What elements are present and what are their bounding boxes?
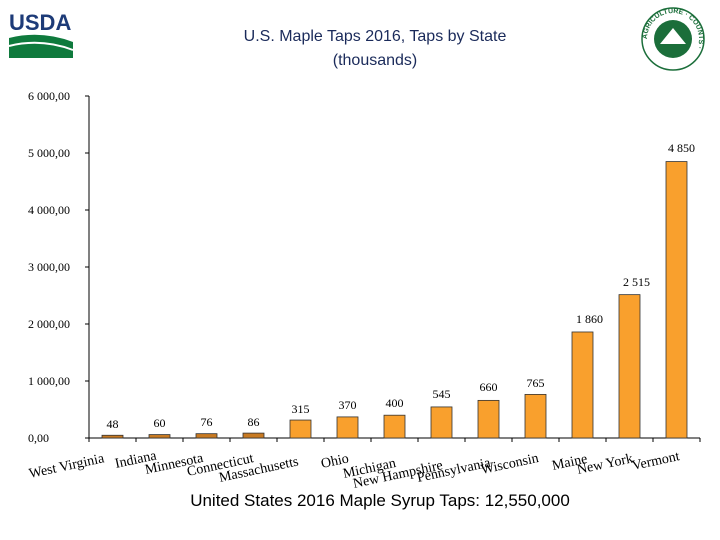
x-category-label: Vermont xyxy=(631,449,681,474)
value-label: 86 xyxy=(248,415,260,429)
value-label: 2 515 xyxy=(623,275,650,289)
value-label: 370 xyxy=(339,398,357,412)
agriculture-counts-seal: AGRICULTURE · COUNTS · xyxy=(641,7,705,71)
bar xyxy=(242,432,265,439)
bar xyxy=(430,406,453,439)
value-label: 400 xyxy=(386,396,404,410)
label-layer: 48 60 76 86 315 370 400 545 660 765 1 860 2 515 4 85… xyxy=(28,141,695,492)
usda-logo-text: USDA xyxy=(9,10,71,35)
bar-layer xyxy=(101,161,688,439)
bar xyxy=(336,416,359,439)
chart-footer: United States 2016 Maple Syrup Taps: 12,… xyxy=(190,491,570,510)
bar xyxy=(618,294,641,439)
bar xyxy=(195,433,218,439)
value-label: 4 850 xyxy=(668,141,695,155)
y-tick-label: 6 000,00 xyxy=(28,89,70,103)
usda-logo: USDA xyxy=(8,10,74,58)
bar xyxy=(665,161,688,439)
x-category-label: West Virginia xyxy=(28,451,107,482)
bar xyxy=(148,434,171,439)
x-category-label: Wisconsin xyxy=(480,451,540,478)
bar xyxy=(477,399,500,439)
bar xyxy=(571,331,594,439)
chart-subtitle: (thousands) xyxy=(332,52,418,69)
value-label: 48 xyxy=(107,417,119,431)
x-category-label: Maine xyxy=(551,452,589,474)
value-label: 660 xyxy=(480,380,498,394)
value-label: 60 xyxy=(154,416,166,430)
bar xyxy=(383,414,406,439)
y-tick-label: 0,00 xyxy=(28,431,49,445)
bar xyxy=(524,393,547,439)
chart-title: U.S. Maple Taps 2016, Taps by State xyxy=(243,28,507,45)
bar xyxy=(101,434,124,439)
y-tick-label: 1 000,00 xyxy=(28,374,70,388)
y-tick-label: 4 000,00 xyxy=(28,203,70,217)
value-label: 545 xyxy=(433,387,451,401)
y-tick-label: 5 000,00 xyxy=(28,146,70,160)
barn-icon xyxy=(660,28,686,44)
axis-layer: 0,00 1 000,00 2 000,00 3 000,00 4 000,00 5 00… xyxy=(28,89,701,445)
value-label: 315 xyxy=(292,402,310,416)
value-label: 765 xyxy=(527,376,545,390)
y-tick-label: 2 000,00 xyxy=(28,317,70,331)
value-label: 76 xyxy=(201,415,213,429)
value-label: 1 860 xyxy=(576,312,603,326)
usda-hill-shape xyxy=(9,34,73,58)
x-category-label: Ohio xyxy=(320,451,351,471)
bar xyxy=(289,419,312,439)
y-tick-label: 3 000,00 xyxy=(28,260,70,274)
